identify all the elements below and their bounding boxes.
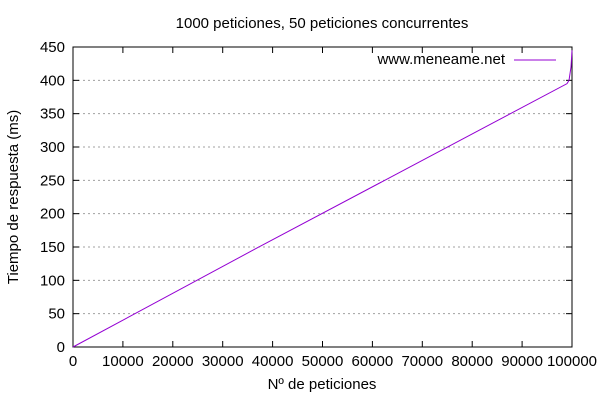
series-line-1 [72,50,573,348]
x-tick-label: 10000 [102,353,144,370]
y-tick-label: 450 [40,39,65,56]
y-tick-label: 350 [40,106,65,123]
x-tick-label: 0 [69,353,77,370]
x-tick-label: 30000 [202,353,244,370]
x-tick-label: 50000 [302,353,344,370]
x-tick-label: 60000 [352,353,394,370]
chart-title: 1000 peticiones, 50 peticiones concurren… [176,15,469,32]
y-tick-label: 250 [40,172,65,189]
axis-ticks: 0 50 100 150 200 250 300 350 400 450 0 10000 20000 30… [40,39,597,370]
y-tick-label: 200 [40,206,65,223]
y-tick-label: 150 [40,239,65,256]
gridlines [73,79,572,315]
x-tick-label: 90000 [501,353,543,370]
y-axis-label: Tiempo de respuesta (ms) [5,110,22,285]
y-tick-label: 0 [57,339,65,356]
x-axis-label: Nº de peticiones [268,376,377,393]
y-tick-label: 300 [40,139,65,156]
legend-label: www.meneame.net [376,51,505,68]
x-tick-label: 80000 [451,353,493,370]
y-tick-label: 100 [40,272,65,289]
series-layer [72,50,573,348]
x-tick-label: 40000 [252,353,294,370]
legend: www.meneame.net [376,51,556,68]
x-tick-label: 70000 [401,353,443,370]
x-tick-label: 100000 [547,353,597,370]
plot-frame [72,46,573,348]
y-tick-label: 400 [40,72,65,89]
y-tick-label: 50 [48,306,65,323]
x-tick-label: 20000 [152,353,194,370]
